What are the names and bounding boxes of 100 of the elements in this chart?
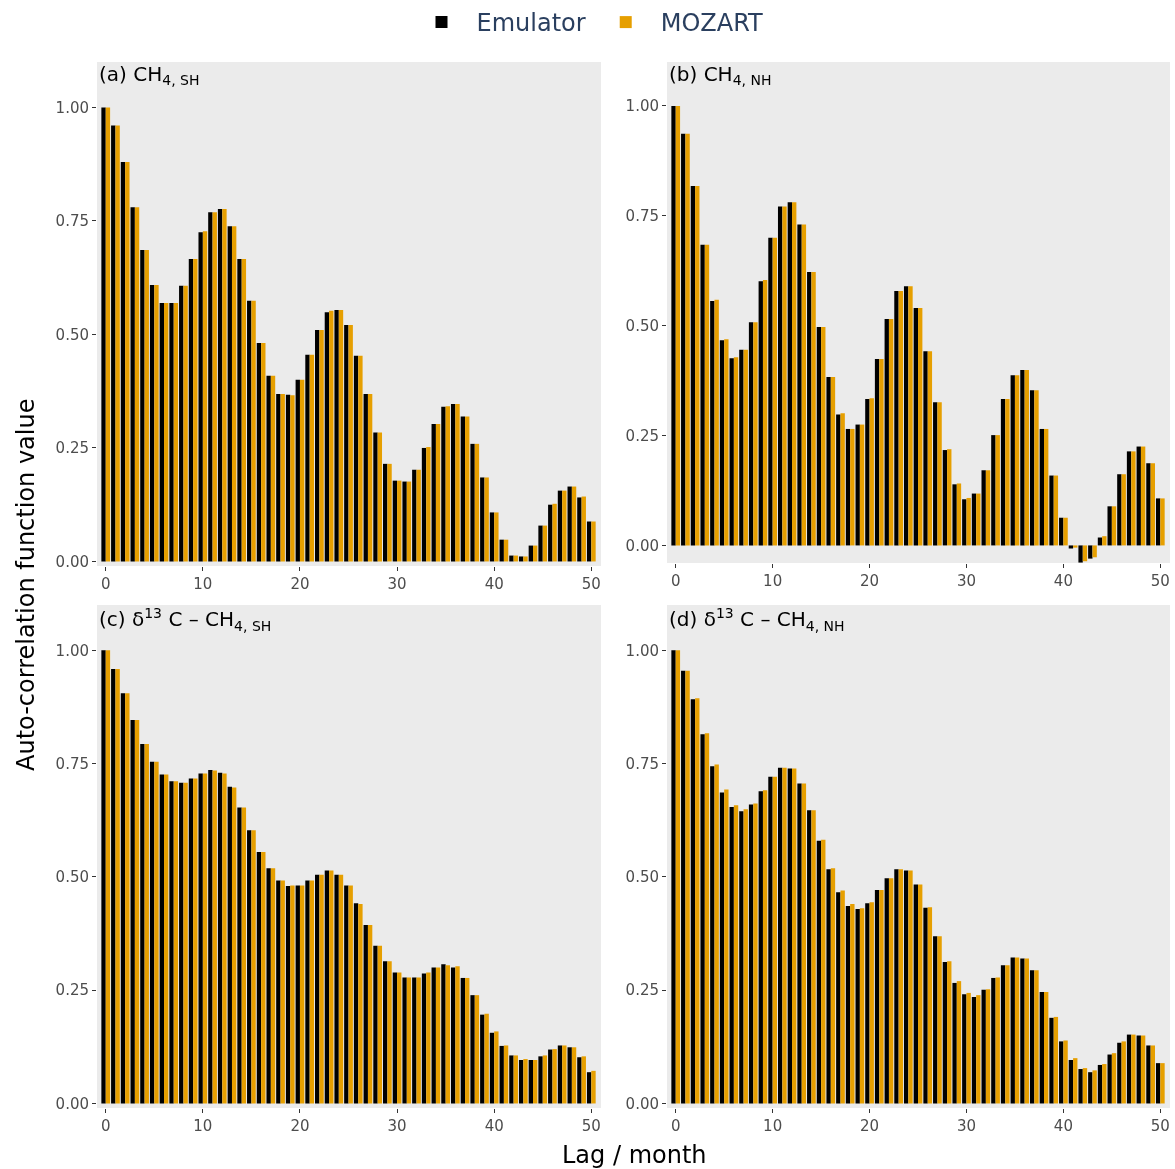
bar (966, 992, 971, 1104)
x-tick-label: 50 (581, 575, 601, 593)
bar (1005, 965, 1010, 1104)
bar (879, 890, 884, 1104)
y-tick-label: 0.00 (625, 1094, 659, 1113)
bar (202, 231, 208, 562)
bar (591, 521, 596, 562)
bar (1146, 463, 1151, 546)
bar (465, 977, 470, 1104)
bar (159, 774, 165, 1104)
bar (739, 349, 744, 546)
bar (1117, 474, 1122, 546)
bar (416, 977, 421, 1104)
bar (305, 354, 310, 562)
bar (299, 379, 305, 562)
bar (772, 237, 777, 546)
bar (557, 490, 563, 562)
bar (231, 226, 237, 562)
bar (947, 449, 952, 546)
bar (884, 878, 889, 1104)
bar (859, 424, 865, 546)
bar (358, 904, 363, 1104)
bar (884, 319, 889, 546)
bar (865, 903, 870, 1104)
bar (1010, 375, 1015, 546)
bar (1014, 375, 1020, 546)
bar (1150, 463, 1155, 546)
bar (208, 769, 213, 1104)
bar (266, 375, 271, 562)
legend-label: Emulator (476, 9, 586, 38)
bar (869, 902, 874, 1104)
bar (859, 908, 865, 1104)
bar (426, 447, 431, 562)
bar (353, 903, 359, 1104)
bar (217, 772, 223, 1104)
legend-label: MOZART (660, 9, 764, 38)
bar (183, 782, 188, 1104)
bar (309, 354, 315, 562)
bar (1068, 1059, 1074, 1104)
bar (787, 768, 793, 1104)
bar (1136, 446, 1141, 546)
bar (179, 285, 184, 562)
bar (695, 698, 700, 1104)
bar (923, 907, 928, 1104)
x-tick-label: 50 (1150, 572, 1170, 590)
bar (173, 303, 179, 562)
bar (581, 496, 586, 562)
bar (241, 259, 247, 562)
x-tick-label: 30 (956, 1117, 977, 1135)
y-tick-label: 0.25 (625, 981, 659, 1000)
bar (762, 790, 768, 1104)
bar (1136, 1035, 1141, 1104)
bar (927, 351, 933, 546)
bar (898, 869, 903, 1104)
bar (927, 907, 933, 1104)
bar (918, 884, 923, 1104)
bar (1107, 1054, 1112, 1104)
bar (548, 504, 553, 562)
bar (985, 989, 991, 1104)
bar (503, 1045, 509, 1104)
bar (164, 774, 169, 1104)
bar (830, 377, 836, 546)
bar (962, 499, 967, 546)
bar (888, 878, 894, 1104)
bar (338, 874, 344, 1104)
bar (1102, 536, 1107, 546)
bar (247, 300, 252, 562)
bar (821, 327, 826, 546)
bar (144, 744, 149, 1104)
bar (782, 767, 787, 1104)
bar (247, 830, 252, 1104)
bar (474, 443, 480, 562)
bar (913, 884, 919, 1104)
bar (758, 281, 763, 546)
bar (952, 982, 957, 1104)
bar (518, 1059, 524, 1104)
bar (552, 503, 557, 562)
bar (743, 349, 748, 546)
bar (1014, 957, 1020, 1104)
bar (431, 423, 436, 562)
bar (1029, 970, 1035, 1104)
bar (772, 776, 777, 1104)
bar (816, 840, 822, 1104)
bar (571, 486, 577, 562)
bar (704, 244, 710, 546)
bar (188, 259, 194, 562)
x-tick-label: 0 (670, 1117, 681, 1135)
bar (933, 402, 938, 546)
x-tick-label: 40 (484, 1117, 504, 1135)
bar (334, 309, 339, 562)
bar (898, 290, 903, 546)
bar (1121, 474, 1126, 546)
bar (729, 807, 734, 1104)
bar (373, 432, 378, 562)
bar (435, 967, 441, 1104)
bar (1063, 517, 1068, 546)
bar (324, 312, 330, 562)
bar (1131, 451, 1136, 546)
bar (903, 286, 909, 546)
bar (991, 977, 996, 1104)
